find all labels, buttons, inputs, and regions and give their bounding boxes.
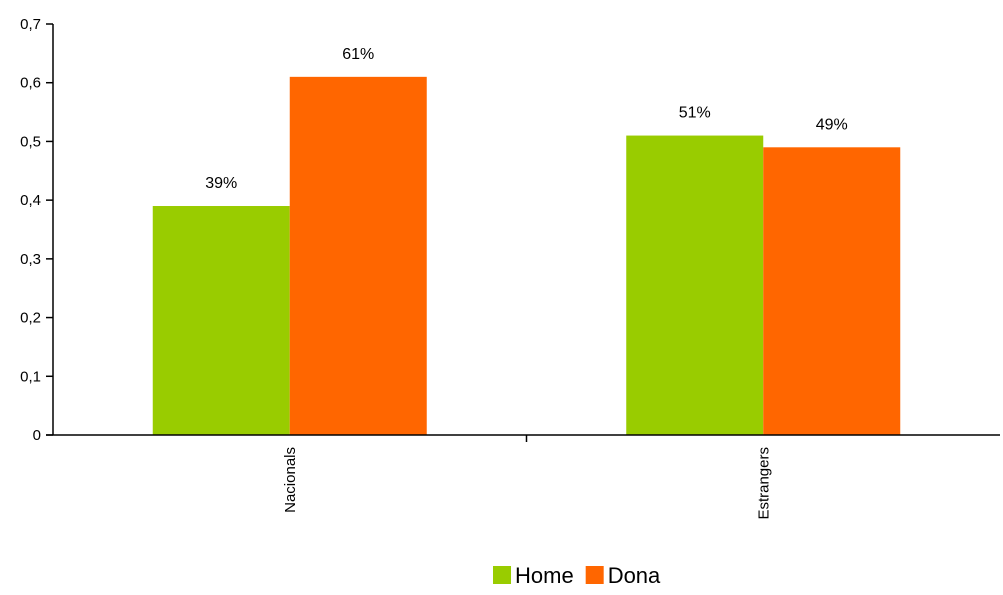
y-tick-label: 0 (33, 427, 41, 444)
data-label: 51% (679, 105, 711, 122)
bar-dona-nacionals (289, 76, 427, 435)
bar-dona-estrangers (763, 147, 901, 436)
y-tick-label: 0,4 (20, 192, 41, 209)
y-tick-label: 0,3 (20, 251, 41, 268)
y-tick-label: 0,7 (20, 16, 41, 33)
x-axis-ticks: Nacionals Estrangers (282, 435, 772, 520)
legend-label-dona: Dona (608, 563, 661, 588)
legend-swatch-home (493, 566, 511, 584)
x-category-label: Estrangers (755, 447, 772, 520)
data-label: 49% (816, 116, 848, 133)
y-tick-label: 0,5 (20, 133, 41, 150)
legend: Home Dona (493, 563, 661, 588)
y-tick-label: 0,6 (20, 75, 41, 92)
data-label: 61% (342, 46, 374, 63)
x-category-label: Nacionals (282, 447, 299, 513)
bars-group (152, 76, 901, 436)
data-label: 39% (205, 175, 237, 192)
legend-swatch-dona (585, 566, 604, 584)
bar-home-nacionals (152, 206, 290, 435)
y-tick-label: 0,1 (20, 368, 41, 385)
legend-label-home: Home (515, 563, 574, 588)
data-labels-group: 39% 61% 51% 49% (205, 46, 848, 192)
y-tick-label: 0,2 (20, 310, 41, 327)
y-axis-ticks: 0 0,1 0,2 0,3 0,4 0,5 0,6 0,7 (20, 16, 53, 444)
bar-home-estrangers (626, 135, 764, 436)
